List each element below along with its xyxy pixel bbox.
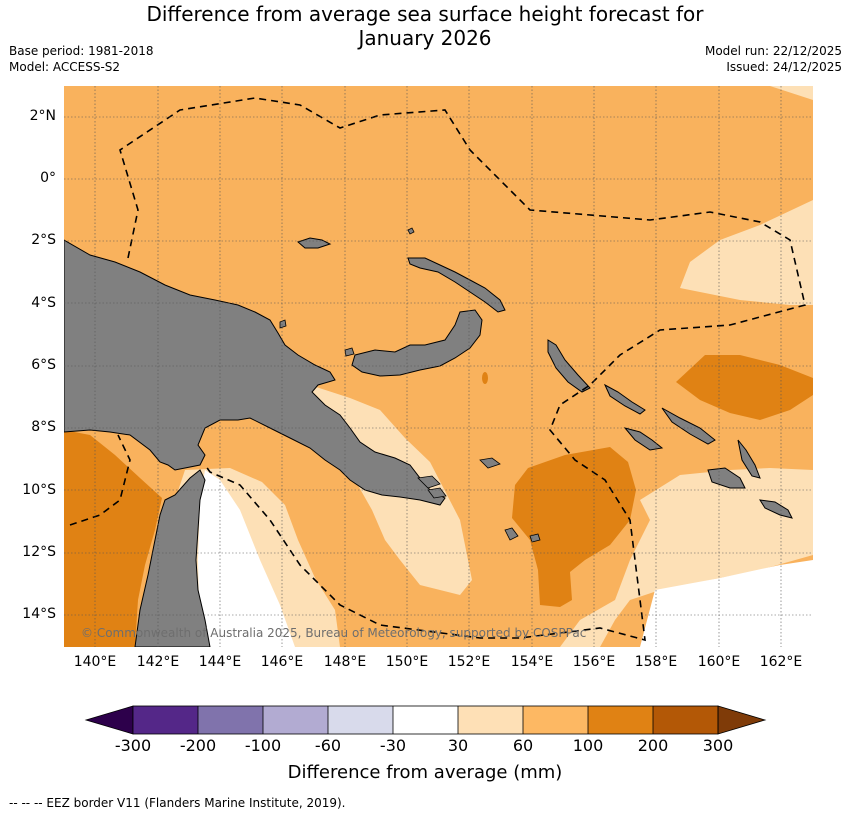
colorbar-bin-7 bbox=[523, 706, 588, 734]
lon-label-156e: 156°E bbox=[572, 654, 616, 670]
colorbar-tick: 30 bbox=[447, 736, 469, 755]
land-makira bbox=[759, 499, 793, 519]
colorbar-tick: -300 bbox=[114, 736, 152, 755]
model-run: Model run: 22/12/2025 bbox=[704, 44, 842, 58]
land-new-georgia bbox=[623, 427, 664, 451]
colorbar-min-arrow bbox=[84, 705, 134, 735]
colorbar-label: Difference from average (mm) bbox=[287, 762, 563, 783]
land-new-guinea bbox=[64, 239, 446, 506]
lon-label-158e: 158°E bbox=[634, 654, 678, 670]
lat-label-6s: 6°S bbox=[31, 357, 56, 373]
colorbar-tick: 300 bbox=[702, 736, 734, 755]
anomaly-100-200-region-east bbox=[676, 355, 813, 420]
colorbar-tick: -30 bbox=[379, 736, 407, 755]
colorbar-max-arrow bbox=[717, 705, 767, 735]
title-line-2: January 2026 bbox=[358, 26, 492, 50]
anomaly-30-60-region-southeast bbox=[560, 468, 813, 647]
map-title: Difference from average sea surface heig… bbox=[0, 2, 850, 50]
anomaly-neutral-region-coral bbox=[198, 470, 295, 647]
colorbar-tick: 200 bbox=[637, 736, 669, 755]
land-new-ireland bbox=[407, 257, 506, 313]
lon-label-154e: 154°E bbox=[510, 654, 554, 670]
lat-label-12s: 12°S bbox=[22, 544, 56, 560]
issued-date: Issued: 24/12/2025 bbox=[726, 60, 842, 74]
land-guadalcanal bbox=[707, 467, 746, 489]
meta-left: Base period: 1981-2018 Model: ACCESS-S2 bbox=[9, 43, 154, 75]
colorbar-tick: -60 bbox=[314, 736, 342, 755]
colorbar-bin-6 bbox=[458, 706, 523, 734]
model-name: Model: ACCESS-S2 bbox=[9, 60, 121, 74]
lat-label-4s: 4°S bbox=[31, 295, 56, 311]
colorbar-tick: -100 bbox=[244, 736, 282, 755]
lon-label-142e: 142°E bbox=[136, 654, 180, 670]
colorbar-bin-5 bbox=[393, 706, 458, 734]
base-period: Base period: 1981-2018 bbox=[9, 44, 154, 58]
lon-label-144e: 144°E bbox=[198, 654, 242, 670]
land-manus bbox=[297, 237, 332, 249]
colorbar-bin-9 bbox=[653, 706, 718, 734]
lon-label-152e: 152°E bbox=[447, 654, 491, 670]
land-isabel bbox=[661, 407, 716, 445]
lon-label-148e: 148°E bbox=[323, 654, 367, 670]
colorbar-tick: 100 bbox=[572, 736, 604, 755]
map-area: © Commonwealth of Australia 2025, Bureau… bbox=[64, 86, 813, 647]
lat-label-0: 0° bbox=[40, 170, 56, 186]
colorbar-bin-2 bbox=[198, 706, 263, 734]
eez-legend-note: -- -- -- EEZ border V11 (Flanders Marine… bbox=[9, 796, 346, 810]
meta-right: Model run: 22/12/2025 Issued: 24/12/2025 bbox=[705, 43, 842, 75]
lon-label-140e: 140°E bbox=[73, 654, 117, 670]
colorbar-bin-4 bbox=[328, 706, 393, 734]
anomaly-100-200-region-west bbox=[64, 430, 162, 647]
lon-label-160e: 160°E bbox=[697, 654, 741, 670]
land-new-britain bbox=[351, 309, 483, 377]
eez-borders bbox=[69, 97, 806, 642]
lat-label-2s: 2°S bbox=[31, 232, 56, 248]
lat-label-2n: 2°N bbox=[29, 108, 56, 124]
colorbar-bin-3 bbox=[263, 706, 328, 734]
copyright-notice: © Commonwealth of Australia 2025, Bureau… bbox=[81, 626, 586, 640]
small-islands bbox=[279, 227, 541, 543]
title-line-1: Difference from average sea surface heig… bbox=[146, 2, 704, 26]
colorbar bbox=[84, 705, 767, 735]
eez-border-png bbox=[119, 97, 806, 642]
lat-label-10s: 10°S bbox=[22, 482, 56, 498]
anomaly-neutral-region-southeast bbox=[640, 560, 813, 647]
colorbar-tick: -200 bbox=[179, 736, 217, 755]
anomaly-30-60-region-east bbox=[680, 200, 813, 305]
lon-label-146e: 146°E bbox=[260, 654, 304, 670]
colorbar-bin-1 bbox=[133, 706, 198, 734]
lon-label-162e: 162°E bbox=[759, 654, 803, 670]
land-choiseul bbox=[603, 383, 646, 415]
colorbar-tick: 60 bbox=[512, 736, 534, 755]
anomaly-100-200-region-solomon-sea bbox=[512, 447, 636, 607]
anomaly-100-200-spot bbox=[482, 372, 488, 384]
colorbar-bin-8 bbox=[588, 706, 653, 734]
gridlines bbox=[64, 86, 813, 647]
lat-label-8s: 8°S bbox=[31, 419, 56, 435]
land-malaita bbox=[737, 439, 761, 479]
lon-label-150e: 150°E bbox=[385, 654, 429, 670]
land-cape-york bbox=[134, 469, 211, 647]
lat-label-14s: 14°S bbox=[22, 606, 56, 622]
